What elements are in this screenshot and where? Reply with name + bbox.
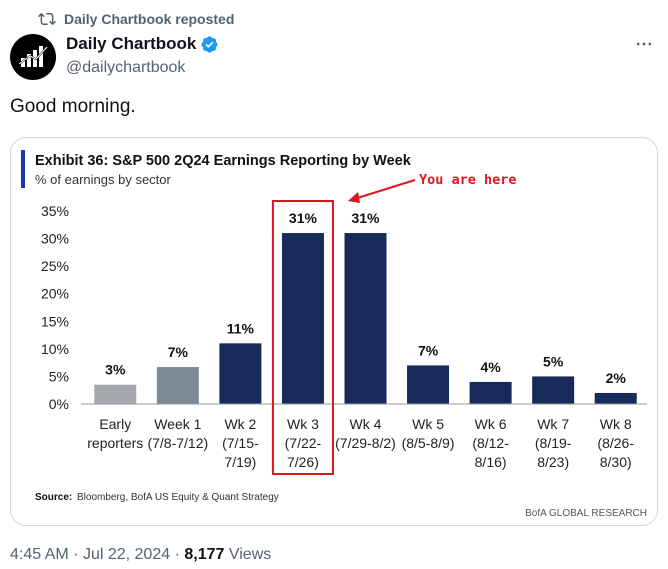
x-tick-label: (7/22- [285, 435, 322, 451]
y-tick-label: 0% [49, 396, 69, 412]
x-tick-label: Early [99, 416, 131, 432]
y-tick-label: 35% [41, 203, 69, 219]
post-text: Good morning. [10, 96, 136, 117]
y-tick-label: 5% [49, 368, 69, 384]
x-tick-label: (7/29-8/2) [335, 435, 396, 451]
annotation-text: You are here [419, 172, 517, 188]
y-tick-label: 15% [41, 313, 69, 329]
x-tick-label: (8/26- [597, 435, 634, 451]
x-tick-label: Wk 2 [224, 416, 256, 432]
brand-text: BofA GLOBAL RESEARCH [525, 508, 647, 519]
x-tick-label: Wk 3 [287, 416, 319, 432]
bar [344, 233, 387, 404]
chartbook-logo-icon [18, 46, 48, 67]
more-options-icon[interactable] [634, 34, 654, 59]
bar [532, 376, 575, 404]
post-time[interactable]: 4:45 AM [10, 546, 69, 563]
x-tick-label: (8/5-8/9) [402, 435, 455, 451]
x-tick-label: (7/8-7/12) [147, 435, 208, 451]
x-tick-label: Wk 7 [537, 416, 569, 432]
source-label: Source: [35, 492, 72, 503]
repost-label: Daily Chartbook reposted [64, 11, 235, 27]
data-label: 5% [543, 353, 564, 369]
data-label: 7% [168, 344, 189, 360]
y-tick-label: 30% [41, 231, 69, 247]
x-tick-label: reporters [87, 435, 143, 451]
bar [156, 367, 199, 404]
avatar[interactable] [10, 34, 56, 80]
author-handle[interactable]: @dailychartbook [66, 59, 186, 76]
separator: · [73, 546, 79, 563]
author-name-row[interactable]: Daily Chartbook [66, 34, 219, 54]
x-tick-label: (8/12- [472, 435, 509, 451]
data-label: 4% [480, 359, 501, 375]
chart-subtitle: % of earnings by sector [35, 172, 172, 187]
repost-icon [38, 12, 56, 26]
data-label: 31% [351, 210, 380, 226]
x-tick-label: 8/30) [600, 454, 632, 470]
views-label: Views [228, 546, 272, 563]
x-tick-label: 8/23) [537, 454, 569, 470]
x-tick-label: Wk 6 [475, 416, 507, 432]
y-tick-label: 20% [41, 286, 69, 302]
x-tick-label: 8/16) [475, 454, 507, 470]
chart-title: Exhibit 36: S&P 500 2Q24 Earnings Report… [35, 153, 412, 169]
annotation-arrow [348, 179, 416, 203]
x-tick-label: Wk 8 [600, 416, 632, 432]
highlight-box [271, 200, 334, 475]
source-text: Bloomberg, BofA US Equity & Quant Strate… [77, 492, 279, 503]
post-footer: 4:45 AM · Jul 22, 2024 · 8,177 Views [10, 546, 271, 564]
x-tick-label: (8/19- [535, 435, 572, 451]
bar [407, 365, 450, 404]
author-block: Daily Chartbook @dailychartbook [66, 34, 219, 77]
post-date[interactable]: Jul 22, 2024 [82, 546, 171, 563]
data-label: 3% [105, 362, 126, 378]
views-count: 8,177 [184, 546, 225, 563]
x-tick-label: Week 1 [154, 416, 201, 432]
separator: · [174, 546, 180, 563]
bar [219, 343, 262, 404]
earnings-chart: Exhibit 36: S&P 500 2Q24 Earnings Report… [21, 150, 647, 519]
verified-badge-icon [201, 35, 218, 53]
bar [281, 233, 324, 404]
repost-header: Daily Chartbook reposted [38, 10, 234, 28]
data-label: 2% [606, 370, 627, 386]
bar [94, 384, 137, 404]
y-tick-label: 10% [41, 341, 69, 357]
author-name[interactable]: Daily Chartbook [66, 34, 197, 53]
x-tick-label: Wk 4 [350, 416, 382, 432]
data-label: 7% [418, 342, 439, 358]
bar [469, 381, 512, 404]
x-tick-label: Wk 5 [412, 416, 444, 432]
title-accent-bar [21, 150, 25, 188]
media-card[interactable]: Exhibit 36: S&P 500 2Q24 Earnings Report… [10, 137, 658, 526]
bar [594, 392, 637, 404]
data-label: 31% [289, 210, 318, 226]
x-tick-label: 7/26) [287, 454, 319, 470]
data-label: 11% [227, 320, 255, 336]
x-tick-label: (7/15- [222, 435, 259, 451]
y-tick-label: 25% [41, 258, 69, 274]
x-tick-label: 7/19) [224, 454, 256, 470]
